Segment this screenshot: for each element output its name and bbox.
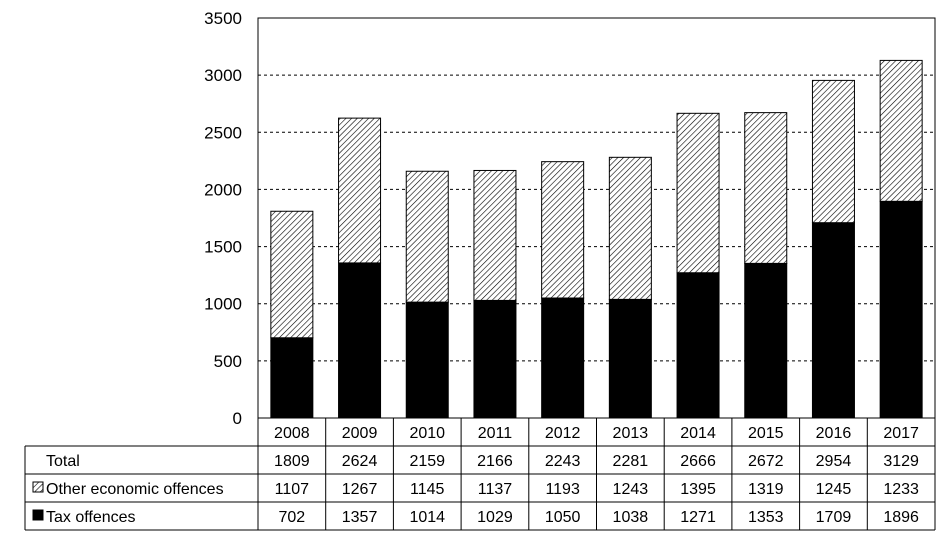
bar-tax-offences-2010 <box>405 301 449 419</box>
data-label-tax-offences: 1029 <box>477 509 513 526</box>
y-tick-label: 1500 <box>204 238 242 257</box>
x-category-label: 2017 <box>883 425 919 442</box>
bar-other-economic-offences-2013 <box>608 156 652 300</box>
data-label-tax-offences: 1353 <box>748 509 784 526</box>
data-label-tax-offences: 1896 <box>883 509 919 526</box>
x-category-label: 2015 <box>748 425 784 442</box>
data-label-other-economic-offences: 1137 <box>478 481 513 498</box>
bar-other-economic-offences-2009 <box>338 117 382 264</box>
bar-other-economic-offences-2016 <box>811 79 855 224</box>
y-tick-label: 2500 <box>204 123 242 142</box>
bar-tax-offences-2016 <box>811 222 855 419</box>
bar-tax-offences-2011 <box>473 299 517 419</box>
data-label-total: 2281 <box>613 453 649 470</box>
x-category-label: 2009 <box>342 425 378 442</box>
bar-tax-offences-2012 <box>541 297 585 419</box>
data-label-other-economic-offences: 1319 <box>748 481 784 498</box>
bar-other-economic-offences-2011 <box>473 169 517 301</box>
data-label-other-economic-offences: 1267 <box>342 481 378 498</box>
y-tick-label: 2000 <box>204 180 242 199</box>
row-label-other-economic-offences: Other economic offences <box>46 481 224 498</box>
bar-other-economic-offences-2008 <box>270 210 314 339</box>
data-label-total: 2672 <box>748 453 784 470</box>
bar-tax-offences-2017 <box>879 200 923 419</box>
x-category-label: 2014 <box>680 425 716 442</box>
y-tick-label: 3500 <box>204 9 242 28</box>
y-tick-label: 3000 <box>204 66 242 85</box>
bar-tax-offences-2013 <box>608 298 652 419</box>
y-tick-label: 0 <box>233 409 242 428</box>
data-table: 2008 2009 2010 2011 2012 2013 2014 2015 2016 2017… <box>24 417 936 531</box>
data-label-total: 2954 <box>816 453 852 470</box>
data-label-tax-offences: 1709 <box>816 509 852 526</box>
x-category-label: 2016 <box>816 425 852 442</box>
x-category-label: 2011 <box>478 425 513 442</box>
bar-tax-offences-2009 <box>338 262 382 419</box>
data-label-other-economic-offences: 1245 <box>816 481 852 498</box>
x-category-label: 2013 <box>613 425 649 442</box>
y-axis-ticks: 0 500 1000 1500 2000 2500 3000 3500 <box>204 9 242 428</box>
data-label-other-economic-offences: 1107 <box>275 481 310 498</box>
data-label-tax-offences: 1050 <box>545 509 581 526</box>
data-label-other-economic-offences: 1145 <box>410 481 445 498</box>
data-label-other-economic-offences: 1233 <box>883 481 919 498</box>
data-label-total: 2624 <box>342 453 378 470</box>
bars <box>270 59 923 419</box>
bar-tax-offences-2014 <box>676 272 720 419</box>
row-label-total: Total <box>46 453 80 470</box>
plot-area-frame <box>257 17 936 419</box>
data-label-other-economic-offences: 1193 <box>545 481 580 498</box>
data-label-total: 1809 <box>274 453 310 470</box>
data-label-total: 3129 <box>883 453 919 470</box>
y-tick-label: 1000 <box>204 295 242 314</box>
x-category-label: 2012 <box>545 425 581 442</box>
bar-tax-offences-2008 <box>270 337 314 419</box>
bar-tax-offences-2015 <box>744 262 788 419</box>
data-label-total: 2243 <box>545 453 581 470</box>
x-category-label: 2008 <box>274 425 310 442</box>
data-label-other-economic-offences: 1243 <box>613 481 649 498</box>
bar-other-economic-offences-2017 <box>879 59 923 202</box>
bar-other-economic-offences-2010 <box>405 170 449 303</box>
data-label-tax-offences: 702 <box>278 509 305 526</box>
data-label-tax-offences: 1357 <box>342 509 378 526</box>
data-label-other-economic-offences: 1395 <box>680 481 716 498</box>
y-tick-label: 500 <box>214 352 242 371</box>
row-label-tax-offences: Tax offences <box>46 509 136 526</box>
data-label-tax-offences: 1014 <box>409 509 445 526</box>
data-label-tax-offences: 1271 <box>680 509 716 526</box>
data-label-total: 2159 <box>409 453 445 470</box>
data-label-total: 2166 <box>477 453 513 470</box>
bar-other-economic-offences-2012 <box>541 161 585 299</box>
data-label-tax-offences: 1038 <box>613 509 649 526</box>
data-label-total: 2666 <box>680 453 716 470</box>
x-category-label: 2010 <box>409 425 445 442</box>
bar-other-economic-offences-2014 <box>676 112 720 274</box>
legend-key-other-economic-offences <box>32 481 44 493</box>
bar-other-economic-offences-2015 <box>744 112 788 264</box>
legend-key-tax-offences <box>32 509 44 521</box>
